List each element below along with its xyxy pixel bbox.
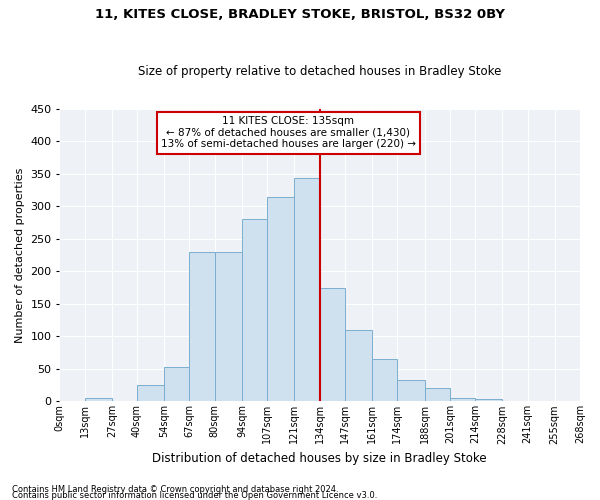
Bar (137, 385, 164, 402)
Bar (345, 330, 372, 402)
Bar (242, 220, 267, 402)
Title: Size of property relative to detached houses in Bradley Stoke: Size of property relative to detached ho… (138, 66, 502, 78)
Text: 11, KITES CLOSE, BRADLEY STOKE, BRISTOL, BS32 0BY: 11, KITES CLOSE, BRADLEY STOKE, BRISTOL,… (95, 8, 505, 20)
Bar (320, 288, 345, 402)
Text: Contains public sector information licensed under the Open Government Licence v3: Contains public sector information licen… (12, 490, 377, 500)
Bar (85, 398, 112, 402)
Text: Contains HM Land Registry data © Crown copyright and database right 2024.: Contains HM Land Registry data © Crown c… (12, 484, 338, 494)
Bar (372, 359, 397, 402)
Bar (450, 398, 475, 402)
Bar (215, 252, 242, 402)
Y-axis label: Number of detached properties: Number of detached properties (15, 168, 25, 343)
Text: 11 KITES CLOSE: 135sqm
← 87% of detached houses are smaller (1,430)
13% of semi-: 11 KITES CLOSE: 135sqm ← 87% of detached… (161, 116, 416, 150)
Bar (164, 367, 190, 402)
X-axis label: Distribution of detached houses by size in Bradley Stoke: Distribution of detached houses by size … (152, 452, 487, 465)
Bar (397, 380, 425, 402)
Bar (475, 400, 502, 402)
Bar (295, 178, 320, 402)
Bar (425, 388, 450, 402)
Bar (267, 196, 295, 402)
Bar (502, 400, 527, 402)
Bar (190, 252, 215, 402)
